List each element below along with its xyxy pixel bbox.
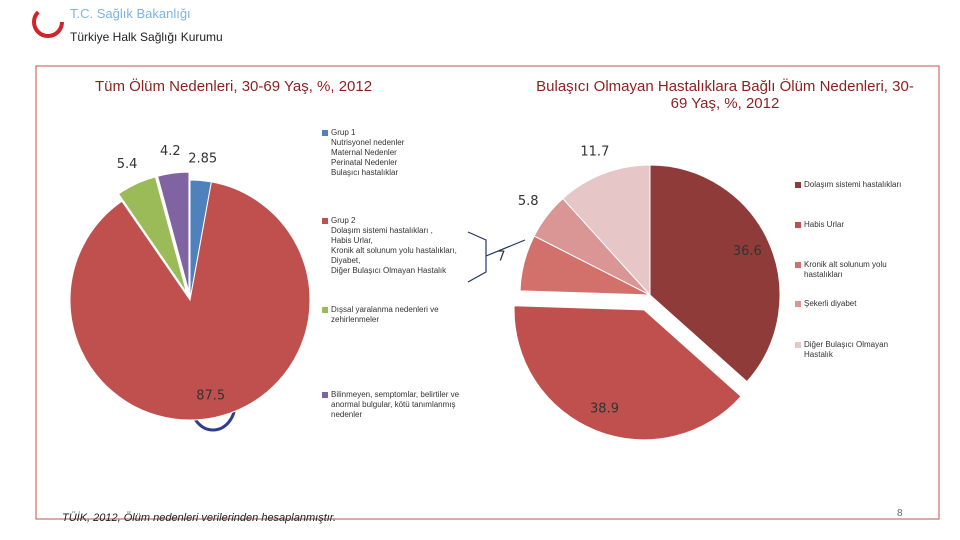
legend-entry: Grup 2 Dolaşım sistemi hastalıkları , Ha…	[322, 216, 457, 276]
legend-swatch	[322, 218, 328, 224]
pie-slice	[69, 181, 311, 421]
slice-label: 4.2	[160, 144, 181, 159]
slice-label: 2.85	[188, 151, 217, 166]
legend-swatch	[795, 182, 801, 188]
page-number: 8	[897, 508, 903, 519]
legend-swatch	[795, 301, 801, 307]
legend-entry: Şekerli diyabet	[795, 299, 856, 309]
legend-entry: Kronik alt solunum yolu hastalıkları	[795, 260, 887, 280]
pie-slice	[513, 305, 742, 441]
bracket-arrow	[467, 231, 526, 283]
frame	[35, 65, 940, 520]
legend-entry: Grup 1 Nutrisyonel nedenler Maternal Ned…	[322, 128, 404, 178]
slice-label: 38.9	[590, 401, 619, 416]
institution: Türkiye Halk Sağlığı Kurumu	[70, 30, 223, 44]
slice-label: 5.4	[117, 157, 138, 172]
pie-slice	[649, 164, 781, 383]
legend-entry: Diğer Bulaşıcı Olmayan Hastalık	[795, 340, 888, 360]
slice-label: 7	[497, 249, 505, 264]
slice-label: 36.6	[733, 244, 762, 259]
slice-label: 5.8	[518, 194, 539, 209]
legend-swatch	[322, 392, 328, 398]
legend-entry: Dolaşım sistemi hastalıkları	[795, 180, 901, 190]
pie-slice	[562, 164, 651, 297]
chart-title: Bulaşıcı Olmayan Hastalıklara Bağlı Ölüm…	[536, 78, 914, 112]
legend-entry: Habis Urlar	[795, 220, 844, 230]
legend-entry: Bilinmeyen, semptomlar, belirtiler ve an…	[322, 390, 459, 420]
legend-swatch	[322, 130, 328, 136]
chart-title: Tüm Ölüm Nedenleri, 30-69 Yaş, %, 2012	[95, 78, 373, 95]
legend-swatch	[322, 307, 328, 313]
legend-swatch	[795, 342, 801, 348]
logo	[32, 6, 64, 38]
pie-slice	[157, 171, 190, 293]
slice-label: 11.7	[580, 144, 609, 159]
pie-slice	[117, 176, 188, 294]
source: TÜİK, 2012, Ölüm nedenleri verilerinden …	[62, 512, 337, 524]
legend-entry: Dışsal yaralanma nedenleri ve zehirlenme…	[322, 305, 439, 325]
ministry: T.C. Sağlık Bakanlığı	[70, 6, 191, 21]
legend-swatch	[795, 222, 801, 228]
legend-swatch	[795, 262, 801, 268]
slice-label: 87.5	[196, 389, 225, 404]
